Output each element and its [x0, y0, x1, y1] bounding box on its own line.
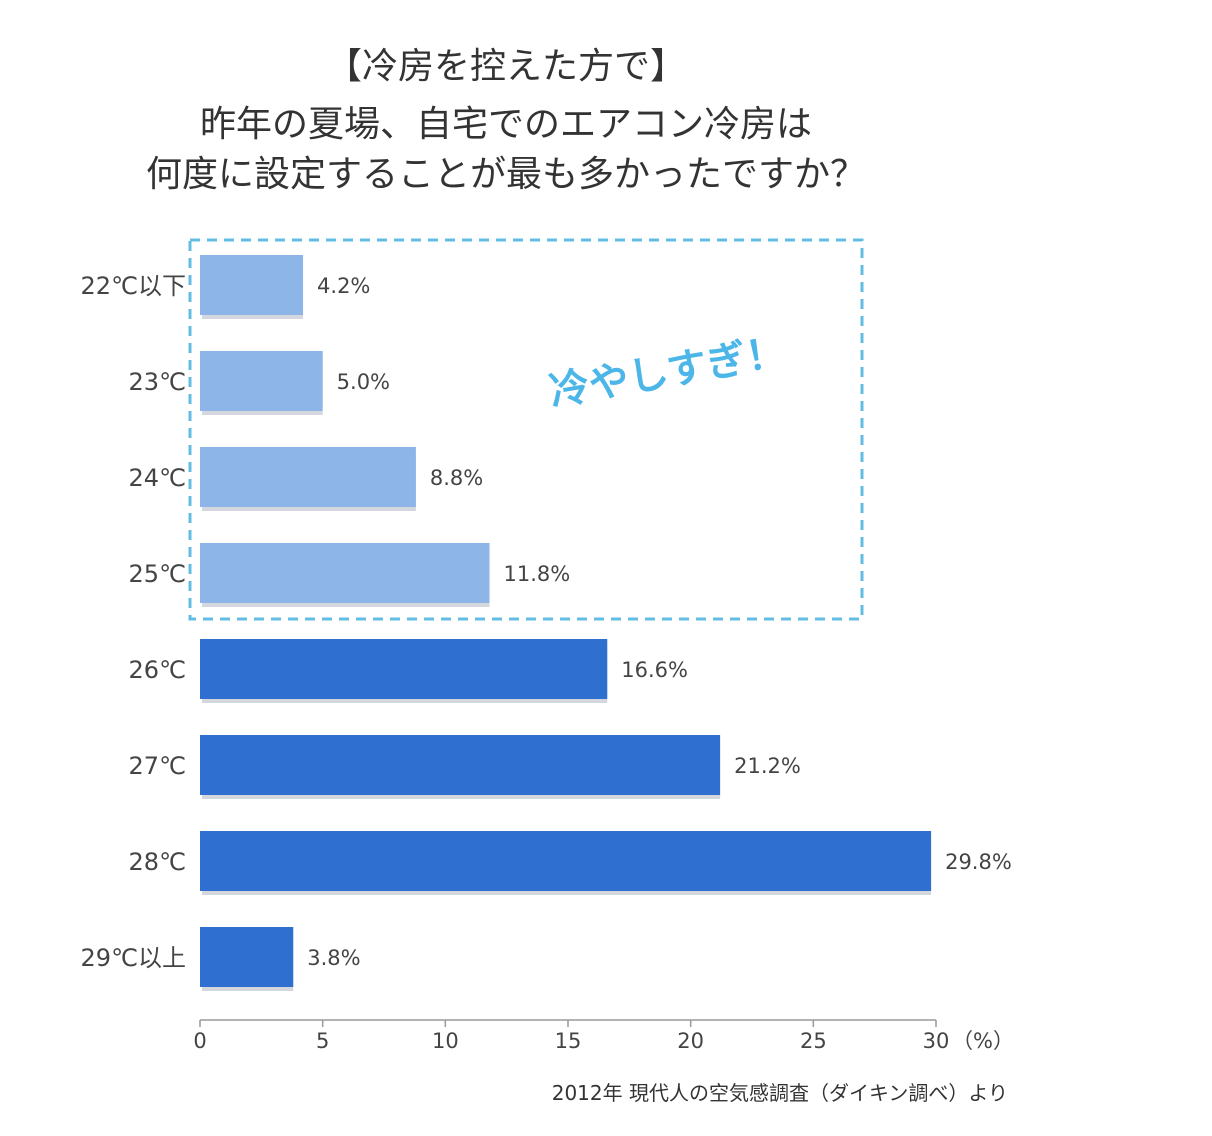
bar-7 [200, 927, 294, 987]
category-label: 28℃ [129, 848, 187, 876]
bar-3 [200, 543, 490, 603]
category-label: 25℃ [129, 560, 187, 588]
category-label: 22℃以下 [81, 272, 187, 300]
bars-layer [200, 255, 932, 991]
title-line-3: 何度に設定することが最も多かったですか？ [146, 154, 866, 195]
x-tick-label: 15 [555, 1029, 582, 1053]
bar-6 [200, 831, 932, 891]
bar-4 [200, 639, 608, 699]
source-note: 2012年 現代人の空気感調査（ダイキン調べ）より [552, 1081, 1008, 1105]
category-labels: 22℃以下 23℃ 24℃ 25℃ 26℃ 27℃ 28℃ 29℃以上 [81, 272, 187, 972]
value-label: 5.0% [337, 370, 390, 394]
x-tick-label: 25 [800, 1029, 827, 1053]
value-label: 4.2% [317, 274, 370, 298]
category-label: 26℃ [129, 656, 187, 684]
title-line-2: 昨年の夏場、自宅でのエアコン冷房は [200, 104, 812, 145]
chart-title: 【冷房を控えた方で】 昨年の夏場、自宅でのエアコン冷房は 何度に設定することが最… [146, 46, 866, 195]
value-label: 8.8% [430, 466, 483, 490]
x-tick-label: 30 [923, 1029, 950, 1053]
bar-2 [200, 447, 416, 507]
bar-5 [200, 735, 721, 795]
x-tick-label: 5 [316, 1029, 329, 1053]
x-tick-label: 10 [432, 1029, 459, 1053]
annotation-text: 冷やしすぎ！ [546, 329, 790, 416]
highlight-box [188, 238, 864, 621]
value-label: 3.8% [307, 946, 360, 970]
x-axis-ticks: 0 5 10 15 20 25 30 [193, 1020, 949, 1053]
value-label: 29.8% [945, 850, 1012, 874]
category-label: 23℃ [129, 368, 187, 396]
value-labels: 4.2% 5.0% 8.8% 11.8% 16.6% 21.2% 29.8% 3.8% [307, 274, 1012, 970]
value-label: 16.6% [621, 658, 688, 682]
value-label: 11.8% [503, 562, 570, 586]
title-line-1: 【冷房を控えた方で】 [326, 46, 686, 87]
bar-0 [200, 255, 304, 315]
x-axis-unit: （%） [952, 1029, 1014, 1053]
category-label: 29℃以上 [81, 944, 187, 972]
x-tick-label: 20 [677, 1029, 704, 1053]
bar-1 [200, 351, 323, 411]
x-tick-label: 0 [193, 1029, 206, 1053]
value-label: 21.2% [734, 754, 801, 778]
category-label: 27℃ [129, 752, 187, 780]
category-label: 24℃ [129, 464, 187, 492]
